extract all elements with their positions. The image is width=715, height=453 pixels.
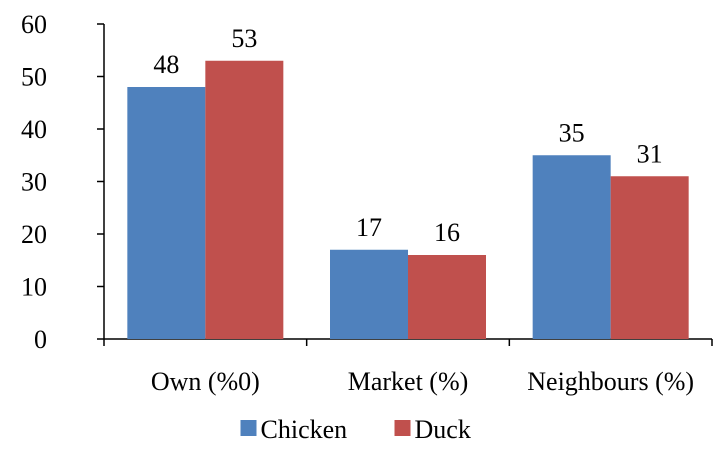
data-label-chicken: 17 [356,213,382,242]
y-tick-label: 0 [34,325,47,354]
legend-swatch-chicken [240,420,257,436]
legend-label-duck: Duck [415,415,471,444]
bars [127,60,689,339]
data-label-duck: 16 [434,218,460,247]
y-tick-label: 60 [21,10,47,39]
data-label-chicken: 48 [153,50,179,79]
bar-chicken [127,87,206,339]
data-label-chicken: 35 [559,118,585,147]
legend-label-chicken: Chicken [261,415,348,444]
bar-duck [408,255,486,339]
y-tick-label: 40 [21,115,47,144]
data-labels: 48 53 17 16 35 31 [153,24,662,247]
data-label-duck: 31 [637,139,663,168]
x-axis: Own (%0) Market (%) Neighbours (%) [103,338,713,396]
x-category-label: Neighbours (%) [527,367,694,396]
bar-chicken [532,155,611,339]
y-tick-label: 20 [21,220,47,249]
legend-swatch-duck [394,420,411,436]
data-label-duck: 53 [231,24,257,53]
legend: Chicken Duck [240,415,471,444]
x-category-label: Market (%) [348,367,469,396]
y-tick-label: 10 [21,273,47,302]
bar-duck [610,176,689,339]
bar-duck [205,60,284,339]
x-category-label: Own (%0) [151,367,260,396]
y-tick-label: 30 [21,168,47,197]
bar-chicken [330,249,408,339]
y-axis: 0 10 20 30 40 50 60 [21,10,105,354]
y-tick-label: 50 [21,63,47,92]
